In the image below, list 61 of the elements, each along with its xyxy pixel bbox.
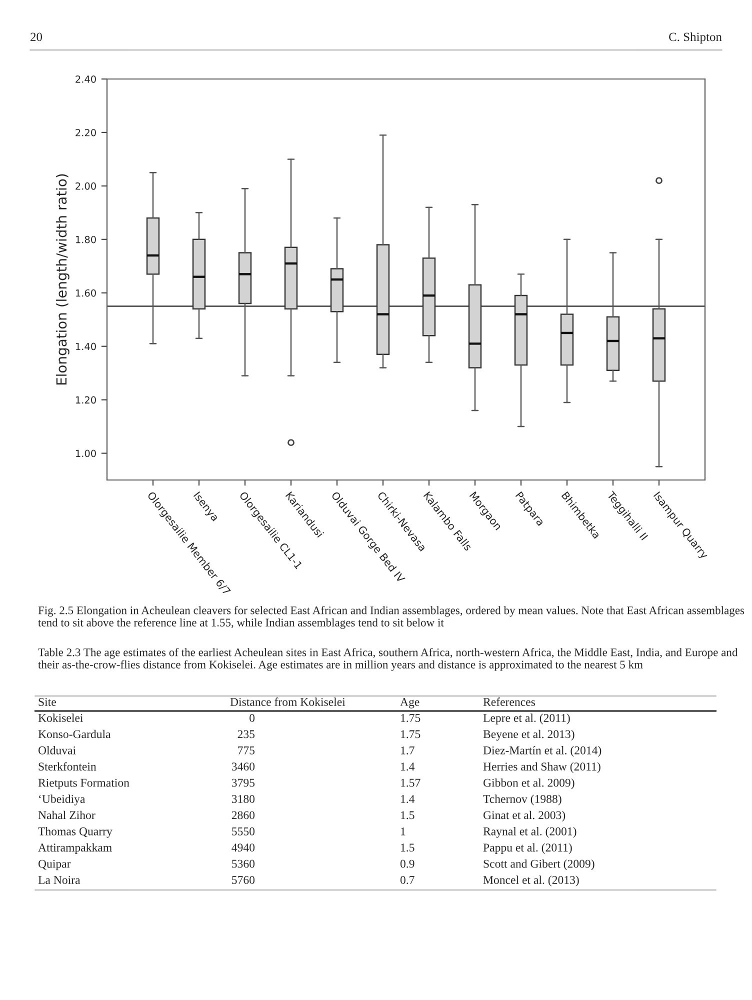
- text: References: [483, 698, 536, 706]
- text: Sterkfontein: [38, 762, 96, 771]
- text: 3460: [232, 762, 255, 771]
- y-tick-label: 1.80: [76, 236, 96, 244]
- caption: Fig. 2.5 Elongation in Acheulean cleavers for selected East African and Indian assemblages, ordered by mean values. Note that East African assemblages tend to sit above the reference line at 1.55, while Indian assemblages tend to sit below it: [38, 606, 744, 629]
- text: Diez-Martín et al. (2014): [483, 746, 602, 757]
- text: 1: [401, 827, 406, 836]
- text: 1.4: [401, 795, 415, 804]
- text: 775: [238, 746, 255, 754]
- text: Thomas Quarry: [38, 827, 112, 838]
- text: 0.9: [400, 860, 414, 868]
- text: Konso-Gardula: [38, 730, 111, 738]
- text: 5550: [232, 827, 255, 836]
- text: Attirampakkam: [38, 843, 112, 854]
- text: 20: [30, 32, 42, 42]
- y-tick-label: 2.00: [76, 182, 96, 190]
- text: 235: [238, 730, 255, 738]
- text: Kokiselei: [38, 714, 84, 722]
- text: Tchernov (1988): [483, 794, 562, 806]
- text: 3180: [232, 794, 255, 803]
- y-tick-label: 2.20: [76, 128, 96, 136]
- text: Raynal et al. (2001): [483, 827, 576, 838]
- text: Pappu et al. (2011): [483, 843, 572, 854]
- text: Rietputs Formation: [38, 778, 130, 790]
- text: 1.7: [401, 746, 414, 754]
- y-axis-title: Elongation (length/width ratio): [56, 174, 70, 385]
- text: Herries and Shaw (2011): [483, 762, 600, 773]
- text: 1.75: [401, 730, 420, 738]
- y-tick-label: 1.40: [76, 342, 96, 350]
- text: Nahal Zihor: [38, 810, 96, 820]
- text: ‘Ubeidiya: [39, 794, 86, 806]
- text: Beyene et al. 2013): [483, 730, 574, 741]
- text: Ginat et al. 2003): [483, 810, 566, 822]
- text: Olduvai: [38, 746, 76, 754]
- text: Gibbon et al. 2009): [483, 778, 574, 790]
- text: 4940: [232, 844, 255, 852]
- text: 1.57: [401, 778, 420, 787]
- text: 0.7: [400, 876, 414, 884]
- text: 0: [250, 714, 255, 722]
- text: 1.5: [401, 811, 414, 820]
- y-tick-label: 1.60: [76, 289, 96, 297]
- text: C. Shipton: [669, 32, 722, 44]
- text: La Noira: [38, 876, 80, 884]
- text: Lepre et al. (2011): [483, 714, 570, 724]
- text: 2860: [232, 811, 255, 820]
- y-tick-label: 2.40: [76, 75, 96, 83]
- text: 5360: [232, 860, 255, 868]
- text: Age: [400, 698, 420, 708]
- text: Scott and Gibert (2009): [484, 859, 594, 870]
- text: Site: [38, 698, 56, 706]
- text: Quipar: [38, 860, 71, 870]
- text: 3795: [232, 778, 255, 787]
- text: Table 2.3 The age estimates of the earliest Acheulean sites in East Africa, southern Africa, north-western Africa, the Middle East, India, and Europe and their as-the-crow-flies distance from Kokiselei. Age estimates are in million years and distance is approximated to the nearest 5 km: [38, 648, 738, 671]
- y-tick-label: 1.20: [76, 396, 96, 404]
- text: 5760: [232, 876, 255, 884]
- y-tick-label: 1.00: [76, 450, 96, 458]
- text: 1.75: [401, 714, 420, 722]
- text: 1.5: [401, 844, 414, 852]
- text: Moncel et al. (2013): [483, 876, 579, 886]
- text: 1.4: [401, 762, 415, 771]
- text: Distance from Kokiselei: [230, 698, 346, 706]
